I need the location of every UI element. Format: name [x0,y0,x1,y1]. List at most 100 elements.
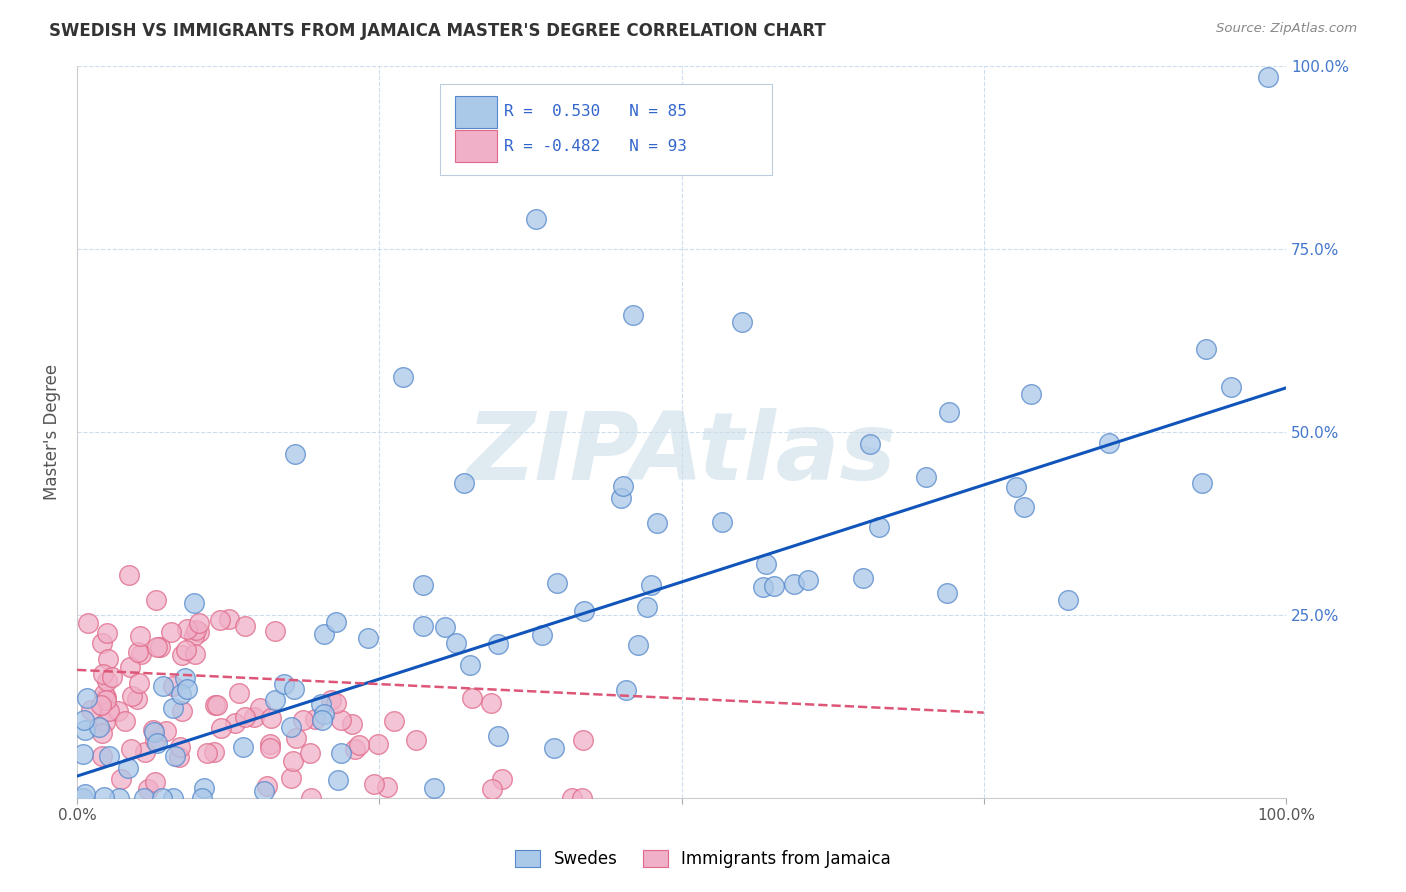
Point [143,732,166,747]
Point [172,648,194,662]
Point [93,789,115,804]
Point [325,697,347,711]
Point [330,713,353,727]
Point [612,479,634,493]
Point [73,714,96,728]
Point [640,578,662,592]
Point [627,638,650,652]
Point [120,660,142,674]
FancyBboxPatch shape [456,130,496,162]
Point [1057,593,1080,607]
Point [134,745,156,759]
Point [280,771,302,785]
Point [291,713,314,727]
Point [142,723,165,738]
Point [202,745,225,759]
Point [392,370,415,384]
Point [283,754,305,768]
Point [107,791,129,805]
Point [188,616,211,631]
Point [163,749,186,764]
Point [253,784,276,798]
Point [319,693,342,707]
Point [232,739,254,754]
Point [1098,436,1121,450]
Point [145,736,167,750]
Point [1219,380,1241,394]
Point [97,749,120,764]
Point [209,721,232,735]
Point [129,629,152,643]
Point [152,680,174,694]
Point [97,652,120,666]
Point [312,627,335,641]
Point [309,697,332,711]
Point [96,690,118,704]
Point [412,619,434,633]
Point [433,620,456,634]
Point [205,698,228,712]
Point [763,580,786,594]
Point [347,738,370,752]
Point [118,567,141,582]
Point [571,791,593,805]
Point [486,637,509,651]
Point [1257,70,1279,84]
Point [128,675,150,690]
Point [752,580,775,594]
Point [143,724,166,739]
Point [328,772,350,787]
Point [224,716,246,731]
Point [129,647,152,661]
Point [311,714,333,728]
Point [97,704,120,718]
Point [755,557,778,571]
Y-axis label: Master's Degree: Master's Degree [44,364,60,500]
Point [710,515,733,529]
Point [145,593,167,607]
Point [1191,476,1213,491]
Point [1012,500,1035,514]
Legend: Swedes, Immigrants from Jamaica: Swedes, Immigrants from Jamaica [509,843,897,875]
Point [304,712,326,726]
Point [491,772,513,787]
Point [149,640,172,654]
Point [285,731,308,746]
Point [621,308,644,322]
Point [143,775,166,789]
Point [90,726,112,740]
Point [87,720,110,734]
Point [486,729,509,743]
Point [93,687,115,701]
Point [134,791,156,805]
Point [96,626,118,640]
Point [80,703,103,717]
Point [531,628,554,642]
Point [936,586,959,600]
Point [479,696,502,710]
Point [218,611,240,625]
Point [155,724,177,739]
Point [283,681,305,696]
Point [256,779,278,793]
Point [208,613,231,627]
Point [574,604,596,618]
Point [93,714,115,729]
Point [107,704,129,718]
FancyBboxPatch shape [456,95,496,128]
Point [342,717,364,731]
Point [193,781,215,796]
Point [94,693,117,707]
Point [233,710,256,724]
Point [280,720,302,734]
Text: SWEDISH VS IMMIGRANTS FROM JAMAICA MASTER'S DEGREE CORRELATION CHART: SWEDISH VS IMMIGRANTS FROM JAMAICA MASTE… [49,22,825,40]
Point [1004,481,1026,495]
Point [117,762,139,776]
Point [731,315,754,329]
Point [195,746,218,760]
Point [76,690,98,705]
Point [91,635,114,649]
Point [188,625,211,640]
Point [422,780,444,795]
Point [343,741,366,756]
